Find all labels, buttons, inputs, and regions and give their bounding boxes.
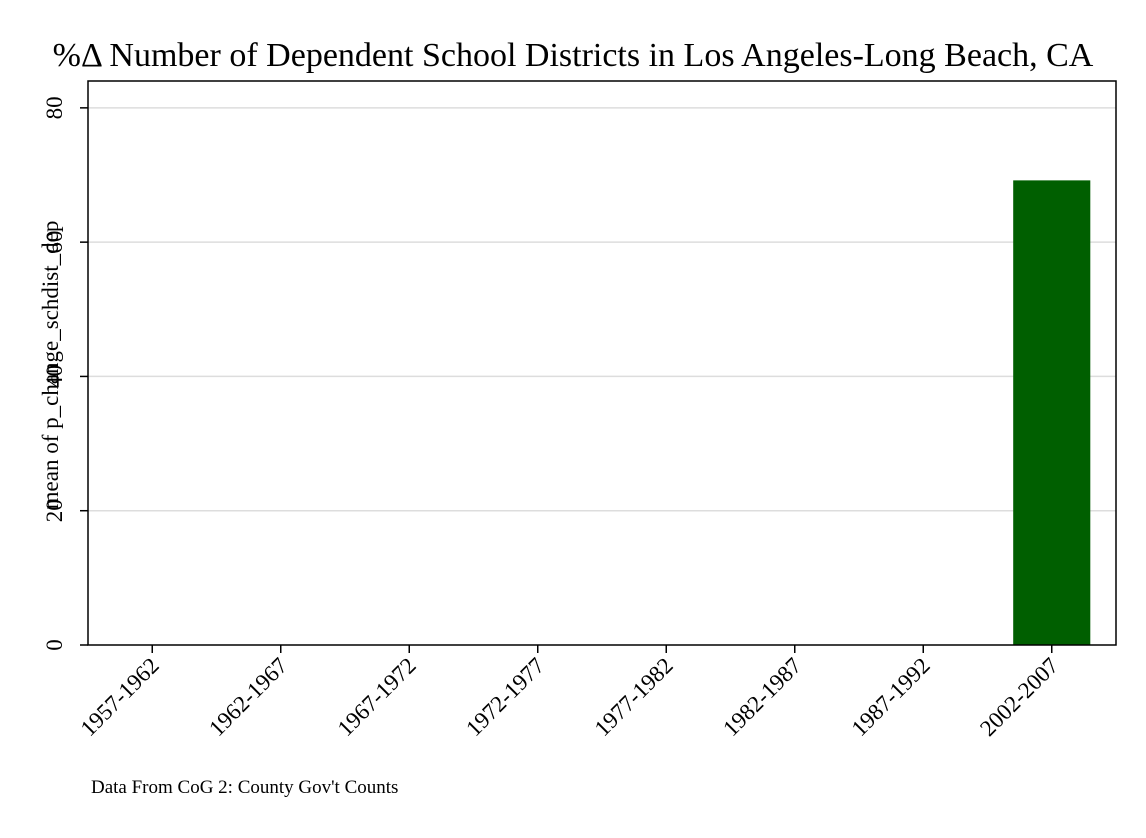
chart-note: Data From CoG 2: County Gov't Counts: [91, 777, 398, 798]
x-tick-label: 1987-1992: [847, 653, 935, 741]
x-tick-label: 1967-1972: [333, 653, 421, 741]
y-axis-ticks: 0 20 40 60 80: [42, 96, 88, 651]
x-tick-label: 1977-1982: [590, 653, 678, 741]
x-tick-label: 1957-1962: [76, 653, 164, 741]
x-tick-label: 2002-2007: [975, 653, 1063, 741]
y-tick-label: 80: [42, 96, 67, 119]
y-tick-label: 0: [42, 639, 67, 651]
gridlines: [88, 107, 1116, 512]
y-tick-label: 60: [42, 231, 67, 254]
y-tick-label: 40: [42, 365, 67, 388]
bar: [1013, 180, 1091, 645]
chart-title: %Δ Number of Dependent School Districts …: [53, 37, 1094, 74]
x-tick-label: 1982-1987: [718, 653, 806, 741]
x-tick-label: 1972-1977: [461, 653, 549, 741]
x-tick-label: 1962-1967: [204, 653, 292, 741]
x-axis-ticks: 1957-1962 1962-1967 1967-1972 1972-1977 1977…: [76, 645, 1063, 741]
y-axis-label: mean of p_change_schdist_dep: [38, 221, 63, 510]
plot-frame: [87, 80, 1117, 646]
y-tick-label: 20: [42, 499, 67, 522]
bars: [1013, 180, 1091, 645]
